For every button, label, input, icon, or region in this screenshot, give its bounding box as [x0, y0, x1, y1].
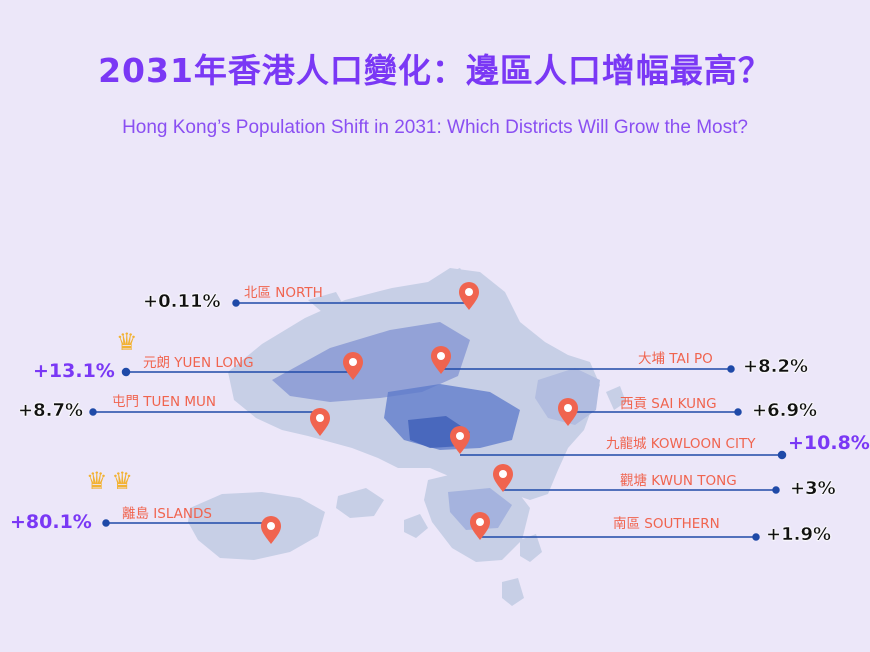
change-value-tai-po: +8.2% [743, 356, 809, 377]
change-value-sai-kung: +6.9% [752, 400, 818, 421]
change-value-tuen-mun: +8.7% [18, 400, 84, 421]
page-subtitle: Hong Kong’s Population Shift in 2031: Wh… [122, 117, 748, 138]
double-crown-icon: ♛♛ [86, 467, 138, 495]
district-label-tai-po: 大埔 TAI PO [638, 351, 713, 367]
district-label-islands: 離島 ISLANDS [122, 506, 212, 522]
district-label-kwun-tong: 觀塘 KWUN TONG [620, 473, 737, 489]
change-value-islands: +80.1% [10, 511, 92, 533]
district-label-tuen-mun: 屯門 TUEN MUN [112, 394, 216, 410]
leader-lines [89, 299, 787, 541]
page-title: 2031年香港人口變化：邊區人口增幅最高？ [98, 51, 772, 90]
district-label-southern: 南區 SOUTHERN [613, 516, 720, 532]
change-value-kwun-tong: +3% [790, 478, 836, 499]
district-label-yuen-long: 元朗 YUEN LONG [143, 355, 254, 371]
district-label-sai-kung: 西貢 SAI KUNG [620, 396, 717, 412]
district-label-kowloon-city: 九龍城 KOWLOON CITY [606, 436, 756, 452]
crown-icon: ♛ [116, 328, 138, 356]
change-value-yuen-long: +13.1% [33, 360, 115, 382]
landmass [188, 268, 626, 606]
change-value-southern: +1.9% [766, 524, 832, 545]
district-label-north: 北區 NORTH [244, 285, 323, 301]
change-value-north: +0.11% [143, 291, 221, 312]
change-value-kowloon-city: +10.8% [788, 432, 870, 454]
